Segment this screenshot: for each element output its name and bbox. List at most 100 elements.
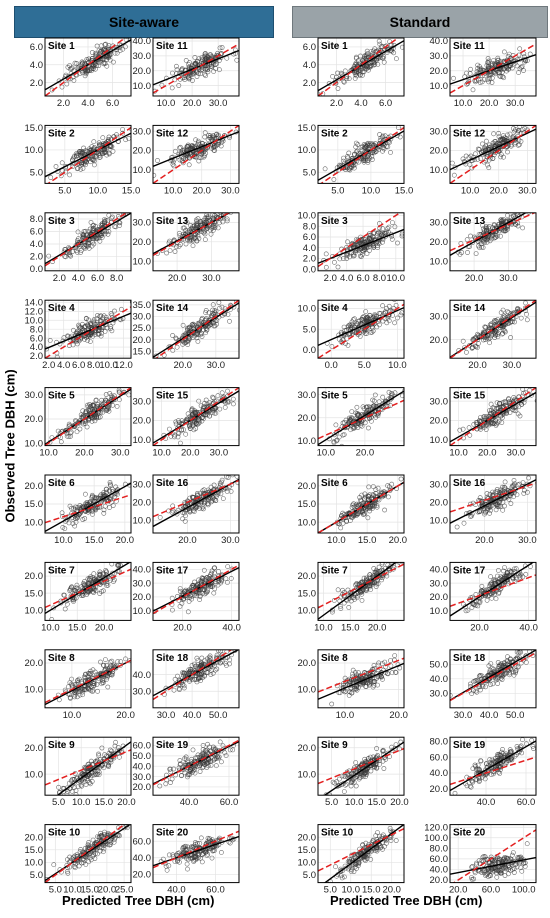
data-point xyxy=(129,300,131,305)
data-point xyxy=(481,77,487,82)
data-point xyxy=(218,51,224,56)
y-tick-label: 8.0 xyxy=(303,221,316,232)
data-point xyxy=(80,165,86,171)
data-point xyxy=(504,224,510,230)
data-point xyxy=(177,586,183,591)
data-point xyxy=(372,141,378,147)
data-point xyxy=(517,203,521,207)
data-point xyxy=(337,256,343,262)
data-point xyxy=(192,579,197,585)
data-point xyxy=(123,44,128,50)
data-point xyxy=(155,158,160,163)
data-point xyxy=(72,523,78,529)
data-point xyxy=(486,142,492,148)
data-point xyxy=(97,414,103,420)
data-point xyxy=(91,318,97,324)
data-point xyxy=(475,146,481,152)
data-point xyxy=(200,504,206,510)
data-point xyxy=(323,251,329,257)
data-point xyxy=(127,658,131,664)
data-point xyxy=(80,849,85,855)
data-point xyxy=(230,747,236,753)
data-point xyxy=(476,243,481,249)
data-point xyxy=(198,71,204,77)
data-point xyxy=(371,62,377,68)
scatter-points xyxy=(45,824,131,882)
y-tick-label: 10.0 xyxy=(133,165,152,176)
data-point xyxy=(105,762,111,768)
data-point xyxy=(210,302,216,308)
data-point xyxy=(180,516,185,522)
y-tick-label: 2.0 xyxy=(30,351,43,362)
reference-line xyxy=(450,212,536,252)
data-point xyxy=(380,133,386,139)
site-aware-site-1-panel: 2.0 4.0 6.02.04.06.0 Site 1 xyxy=(30,37,132,109)
data-point xyxy=(404,302,408,306)
data-point xyxy=(381,54,387,60)
data-point xyxy=(225,564,231,569)
data-point xyxy=(205,835,211,841)
data-point xyxy=(519,64,525,69)
y-tick-label: 20.0 xyxy=(25,743,44,754)
data-point xyxy=(199,575,205,581)
data-point xyxy=(115,659,121,665)
data-point xyxy=(344,76,350,82)
plot-frame xyxy=(152,37,240,97)
data-point xyxy=(81,145,86,151)
data-point xyxy=(227,661,232,667)
data-point xyxy=(80,414,86,420)
data-point xyxy=(95,313,100,318)
data-point xyxy=(94,43,100,49)
y-tick-label: 6.0 xyxy=(30,42,43,53)
data-point xyxy=(123,656,128,662)
reference-line xyxy=(45,494,131,524)
data-point xyxy=(180,322,186,328)
data-point xyxy=(121,825,127,831)
data-point xyxy=(98,834,103,839)
data-point xyxy=(112,308,117,314)
data-point xyxy=(179,418,185,424)
data-point xyxy=(166,852,172,858)
standard-site-12-panel: 10.0 20.0 30.010.020.030.0 Site 12 xyxy=(430,124,537,196)
data-point xyxy=(190,144,196,150)
data-point xyxy=(345,239,350,245)
data-point xyxy=(361,145,367,151)
data-point xyxy=(365,65,371,71)
data-point xyxy=(389,220,395,225)
data-point xyxy=(203,310,208,315)
y-tick-label: 20.0 xyxy=(133,870,152,881)
y-tick-label: 6.0 xyxy=(30,333,43,344)
data-point xyxy=(386,224,392,230)
data-point xyxy=(353,144,359,150)
data-point xyxy=(189,407,194,413)
x-tick-label: 12.0 xyxy=(114,360,133,371)
data-point xyxy=(105,404,111,410)
data-point xyxy=(113,484,119,490)
data-point xyxy=(192,408,197,413)
reference-line xyxy=(319,127,404,184)
data-point xyxy=(70,157,75,163)
data-point xyxy=(518,65,524,70)
scatter-points xyxy=(153,129,239,178)
site-aware-site-10-panel: 5.0 10.015.020.025.05.010.015.020.0 Site 1… xyxy=(25,824,133,896)
data-point xyxy=(174,67,180,73)
data-point xyxy=(197,769,203,774)
data-point xyxy=(215,749,221,755)
reference-line xyxy=(153,125,239,184)
site-aware-site-11-panel: 10.0 20.0 30.010.020.030.040.0 Site 11 xyxy=(133,36,240,109)
data-point xyxy=(196,398,202,404)
scatter-points xyxy=(46,212,131,264)
data-point xyxy=(212,667,218,673)
data-point xyxy=(195,421,200,427)
data-point xyxy=(77,426,83,432)
data-point xyxy=(45,607,47,612)
reference-line xyxy=(45,212,128,267)
data-point xyxy=(86,417,91,423)
data-point xyxy=(157,783,163,789)
data-point xyxy=(490,225,495,231)
y-tick-label: 20.0 xyxy=(430,146,449,157)
data-point xyxy=(88,407,94,413)
data-point xyxy=(101,510,107,516)
data-point xyxy=(375,62,381,67)
